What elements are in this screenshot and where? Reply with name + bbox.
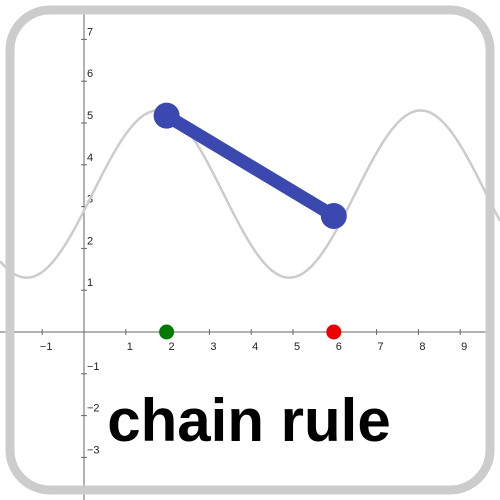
y-tick-label: −3 xyxy=(87,444,100,456)
rounded-frame xyxy=(5,5,495,495)
secant-segment xyxy=(160,109,341,223)
y-tick-label: 1 xyxy=(87,277,93,289)
segment-end-point[interactable] xyxy=(320,202,347,229)
x-tick-label: 9 xyxy=(461,341,467,353)
x-tick-label: 2 xyxy=(169,341,175,353)
secant-segment-group xyxy=(153,102,347,229)
y-tick-label: 2 xyxy=(87,235,93,247)
y-tick-label: 6 xyxy=(87,68,93,80)
x-tick-label: 5 xyxy=(294,341,300,353)
caption-text: chain rule xyxy=(107,387,390,454)
x-tick-label: 7 xyxy=(378,341,384,353)
sine-curve xyxy=(0,109,500,279)
green-x-marker[interactable] xyxy=(159,324,175,340)
x-axis-markers xyxy=(159,324,342,340)
y-tick-label: 5 xyxy=(87,110,93,122)
x-tick-label: 3 xyxy=(210,341,216,353)
x-tick-label: 6 xyxy=(336,341,342,353)
red-x-marker[interactable] xyxy=(326,324,342,340)
y-tick-label: −1 xyxy=(87,361,100,373)
y-tick-label: −2 xyxy=(87,403,100,415)
y-tick-label: 4 xyxy=(87,152,93,164)
x-tick-label: 1 xyxy=(127,341,133,353)
function-curve xyxy=(0,109,500,279)
x-tick-label: 4 xyxy=(252,341,258,353)
x-tick-label: 8 xyxy=(419,341,425,353)
x-tick-label: −1 xyxy=(40,341,53,353)
segment-start-point[interactable] xyxy=(153,102,180,129)
y-tick-label: 7 xyxy=(87,26,93,38)
